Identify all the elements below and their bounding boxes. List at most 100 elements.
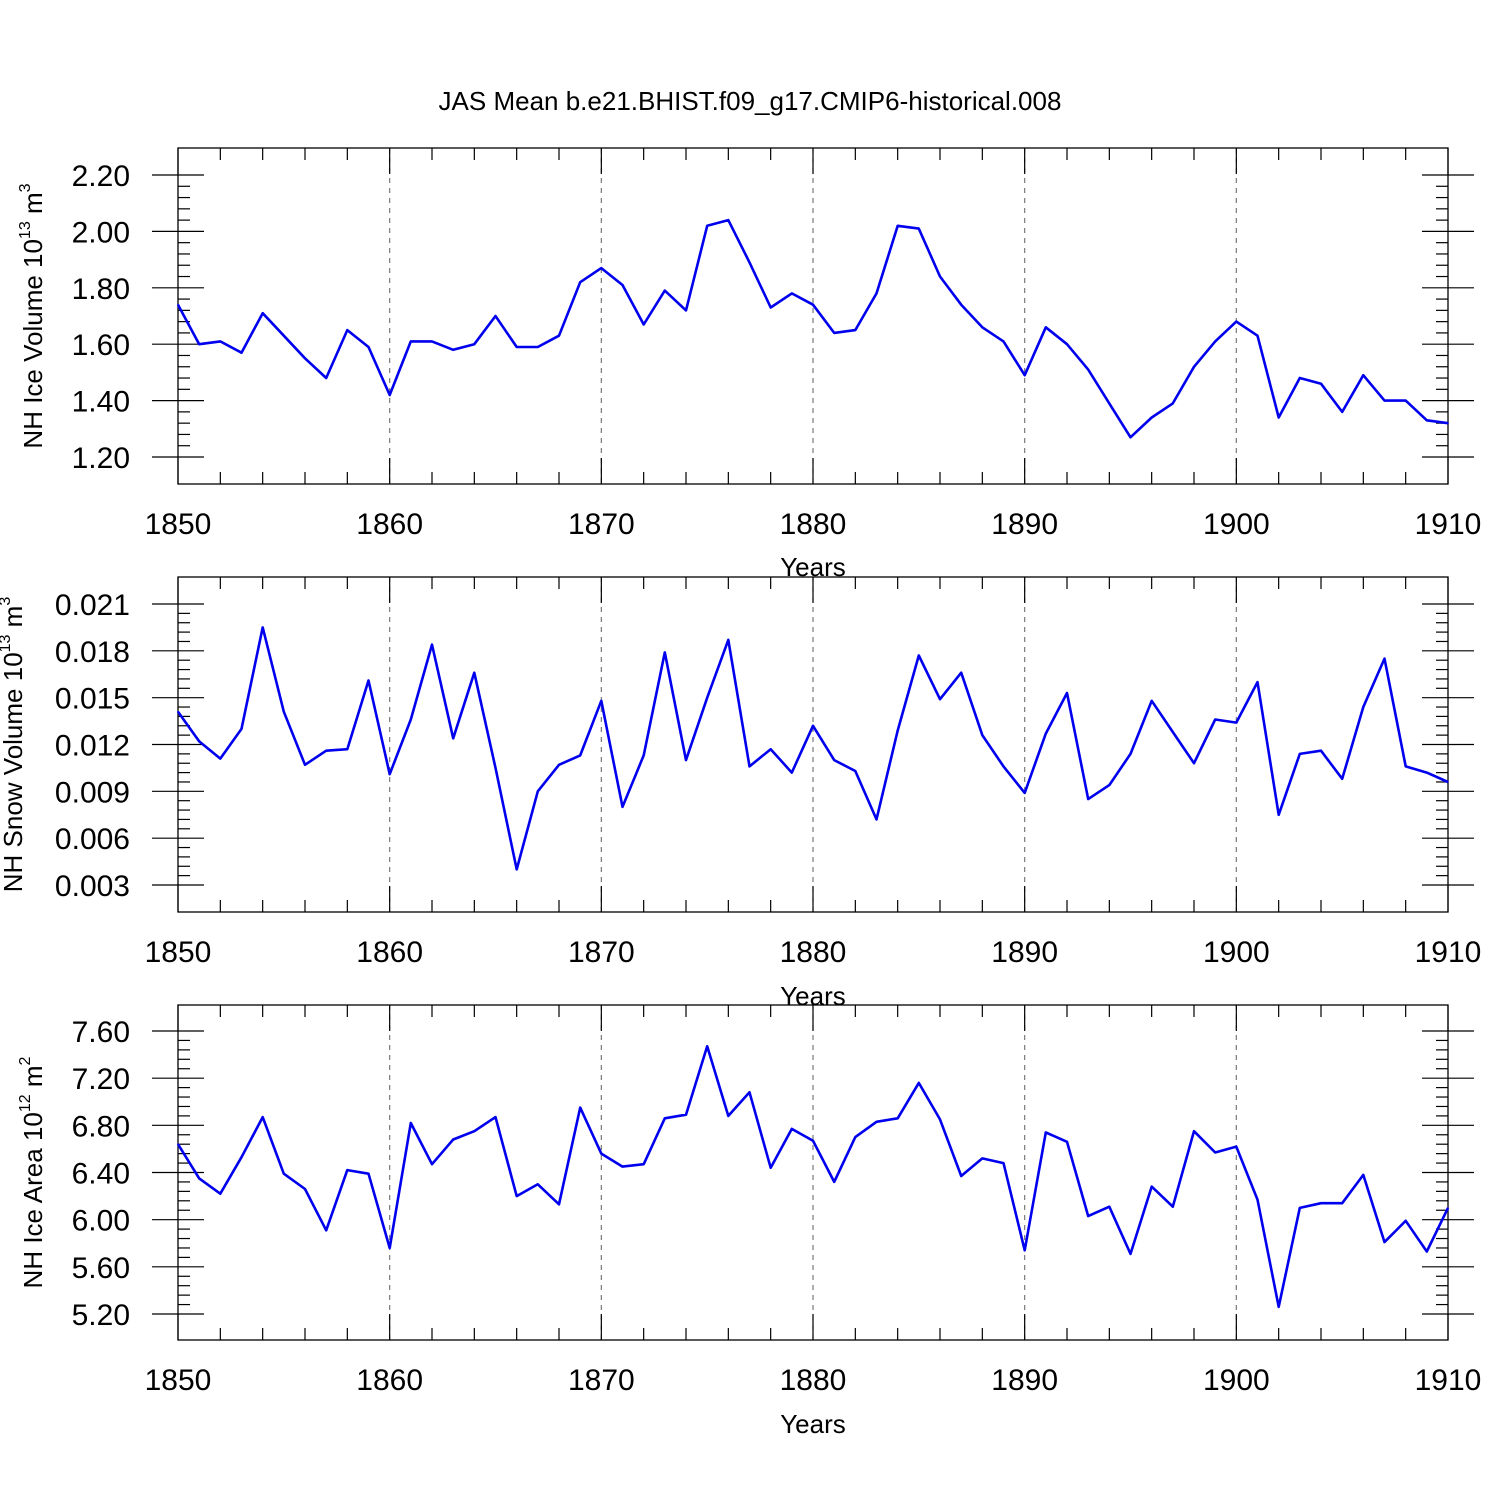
data-point [1172,1205,1174,1208]
data-point [283,710,285,713]
data-point [304,763,306,766]
data-point [1023,374,1026,377]
data-point [473,671,476,674]
data-point [769,306,772,309]
data-point [558,334,560,337]
data-point [579,754,581,757]
data-point [1299,753,1301,755]
data-point [621,1165,624,1168]
y-tick-label: 1.80 [72,273,130,306]
data-point [600,699,603,702]
y-axis-title-unit-exponent: 3 [17,183,34,192]
data-point [1404,1220,1407,1222]
data-point [642,754,645,757]
data-point [685,1113,687,1116]
x-tick-label: 1850 [145,936,212,969]
y-tick-label: 0.018 [55,636,130,669]
y-tick-label: 0.012 [55,730,130,763]
data-point [600,267,603,269]
data-point [537,790,539,793]
figure-title: JAS Mean b.e21.BHIST.f09_g17.CMIP6-histo… [439,86,1062,116]
data-point [727,1115,730,1117]
data-point [1277,416,1280,419]
y-tick-label: 0.015 [55,683,130,716]
data-point [1447,1207,1449,1209]
data-point [1129,436,1132,439]
data-point [219,340,222,343]
y-tick-label: 0.003 [55,870,130,903]
data-point [1150,1185,1153,1188]
data-point [664,1117,666,1120]
y-tick-label: 6.40 [72,1158,130,1191]
x-tick-label: 1900 [1203,936,1270,969]
data-point [1404,765,1407,768]
y-axis-title: NH Ice Area 1012 m2 [17,1056,48,1288]
data-point [1172,402,1174,405]
data-point [261,1116,264,1118]
y-axis-title-unit: m [18,1065,48,1094]
data-point [939,275,941,278]
data-point [981,1157,984,1160]
x-tick-label: 1880 [780,936,847,969]
y-tick-label: 7.60 [72,1016,130,1049]
data-point [918,227,920,230]
data-point [1045,1131,1047,1134]
x-tick-label: 1910 [1415,508,1482,541]
data-point [473,343,476,346]
data-point [219,757,222,760]
data-point [410,718,412,721]
data-point [367,679,370,682]
data-point [854,770,857,772]
data-point [494,1116,497,1118]
data-point [537,346,539,348]
data-point [1235,721,1238,724]
data-point [1087,798,1089,800]
x-tick-label: 1890 [991,508,1058,541]
data-point [706,696,708,699]
data-point [1383,1241,1386,1243]
data-point [1066,1141,1068,1143]
data-point [769,748,772,750]
data-point [240,351,243,354]
y-axis-title-unit: m [0,606,28,635]
data-point [1193,1130,1195,1133]
data-point [304,357,306,360]
y-axis-title: NH Snow Volume 1013 m3 [0,597,28,893]
data-point [1362,1174,1365,1176]
data-point [410,340,412,343]
data-point [1150,416,1153,419]
data-point [1277,813,1280,816]
data-point [1235,1145,1238,1148]
x-tick-label: 1870 [568,936,635,969]
data-point [875,292,878,295]
data-point [1256,1198,1259,1201]
data-point [304,1188,306,1190]
data-point [939,698,941,701]
data-point [1341,411,1343,413]
data-point [1066,692,1068,694]
data-point [452,1138,454,1141]
data-point [367,1172,370,1175]
data-point [1426,419,1428,422]
data-point [1087,1215,1089,1217]
data-point [1235,320,1238,323]
data-point [1214,340,1216,343]
data-point [1256,681,1259,683]
x-tick-label: 1900 [1203,1364,1270,1397]
data-point [791,1128,793,1130]
data-point [854,1136,857,1138]
data-point [1362,374,1365,377]
data-point [1023,792,1026,794]
data-point [1066,343,1068,346]
data-point [558,763,560,766]
x-tick-label: 1870 [568,1364,635,1397]
data-point [1193,365,1195,368]
y-tick-label: 6.00 [72,1205,130,1238]
data-point [240,1156,243,1158]
data-point [1447,781,1449,783]
data-point [960,671,962,674]
x-tick-label: 1890 [991,1364,1058,1397]
data-point [1087,368,1089,371]
data-point [791,292,793,295]
data-point [346,1169,349,1171]
